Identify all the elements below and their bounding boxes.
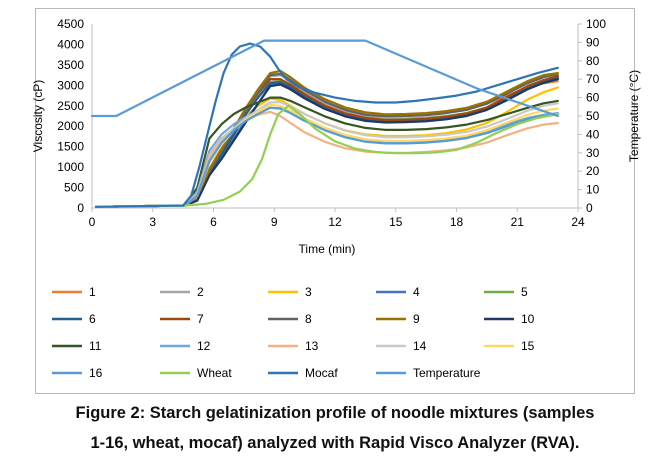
legend-label-4: 4 xyxy=(413,285,420,299)
legend-label-9: 9 xyxy=(413,312,420,326)
legend-label-7: 7 xyxy=(197,312,204,326)
series-line-13 xyxy=(94,110,559,208)
y-right-tick-label: 90 xyxy=(586,35,600,49)
series-line-mocaf xyxy=(94,42,559,208)
y-left-tick-label: 2000 xyxy=(57,119,84,133)
y-right-tick-label: 70 xyxy=(586,72,600,86)
series-line-16 xyxy=(94,106,559,208)
legend-label-14: 14 xyxy=(413,339,427,353)
y-axis-right-label: Temperature (°C) xyxy=(627,70,641,162)
y-right-tick-label: 20 xyxy=(586,164,600,178)
legend-label-mocaf: Mocaf xyxy=(305,366,338,380)
y-left-tick-label: 2500 xyxy=(57,99,84,113)
chart-svg: 0 3 6 9 12 15 18 21 2405001000150020002500300035… xyxy=(31,17,641,380)
series-line-15 xyxy=(94,103,559,208)
series-line-temperature xyxy=(90,39,559,118)
series-line-10 xyxy=(94,78,559,208)
y-right-tick-label: 50 xyxy=(586,109,600,123)
y-right-tick-label: 60 xyxy=(586,91,600,105)
y-left-tick-label: 3500 xyxy=(57,58,84,72)
figure-caption: Figure 2: Starch gelatinization profile … xyxy=(0,398,670,458)
legend-label-6: 6 xyxy=(89,312,96,326)
series-lines xyxy=(90,39,559,208)
x-tick-label: 9 xyxy=(271,215,278,229)
y-right-tick-label: 30 xyxy=(586,146,600,160)
x-tick-label: 18 xyxy=(450,215,464,229)
legend-label-5: 5 xyxy=(521,285,528,299)
x-tick-label: 6 xyxy=(210,215,217,229)
caption-line-1: Figure 2: Starch gelatinization profile … xyxy=(75,404,595,422)
y-left-tick-label: 500 xyxy=(64,181,84,195)
legend-label-2: 2 xyxy=(197,285,204,299)
legend-label-temperature: Temperature xyxy=(413,366,481,380)
x-tick-label: 21 xyxy=(511,215,525,229)
y-left-tick-label: 3000 xyxy=(57,78,84,92)
legend-label-3: 3 xyxy=(305,285,312,299)
legend-label-15: 15 xyxy=(521,339,535,353)
y-axis-left-label: Viscosity (cP) xyxy=(31,80,45,152)
y-right-tick-label: 0 xyxy=(586,201,593,215)
y-left-tick-label: 4500 xyxy=(57,17,84,31)
x-tick-label: 24 xyxy=(571,215,585,229)
axes: 0 3 6 9 12 15 18 21 2405001000150020002500300035… xyxy=(57,17,606,229)
x-tick-label: 3 xyxy=(149,215,156,229)
series-line-9 xyxy=(94,69,559,208)
y-left-tick-label: 1000 xyxy=(57,160,84,174)
legend-label-12: 12 xyxy=(197,339,211,353)
y-left-tick-label: 4000 xyxy=(57,37,84,51)
caption-line-2: 1-16, wheat, mocaf) analyzed with Rapid … xyxy=(90,434,580,452)
y-right-tick-label: 80 xyxy=(586,54,600,68)
y-right-tick-label: 40 xyxy=(586,127,600,141)
series-line-14 xyxy=(94,100,559,208)
legend-label-16: 16 xyxy=(89,366,103,380)
y-right-tick-label: 10 xyxy=(586,183,600,197)
y-left-tick-label: 0 xyxy=(77,201,84,215)
legend-label-1: 1 xyxy=(89,285,96,299)
series-line-wheat xyxy=(94,104,559,208)
legend-label-10: 10 xyxy=(521,312,535,326)
x-tick-label: 0 xyxy=(89,215,96,229)
legend-label-11: 11 xyxy=(89,339,102,353)
y-right-tick-label: 100 xyxy=(586,17,606,31)
series-line-8 xyxy=(94,72,559,208)
legend-label-13: 13 xyxy=(305,339,319,353)
legend-label-8: 8 xyxy=(305,312,312,326)
y-left-tick-label: 1500 xyxy=(57,140,84,154)
legend-label-wheat: Wheat xyxy=(197,366,232,380)
series-line-11 xyxy=(94,96,559,208)
x-tick-label: 12 xyxy=(328,215,342,229)
chart-frame xyxy=(35,8,635,394)
x-tick-label: 15 xyxy=(389,215,403,229)
x-axis-label: Time (min) xyxy=(299,242,356,256)
